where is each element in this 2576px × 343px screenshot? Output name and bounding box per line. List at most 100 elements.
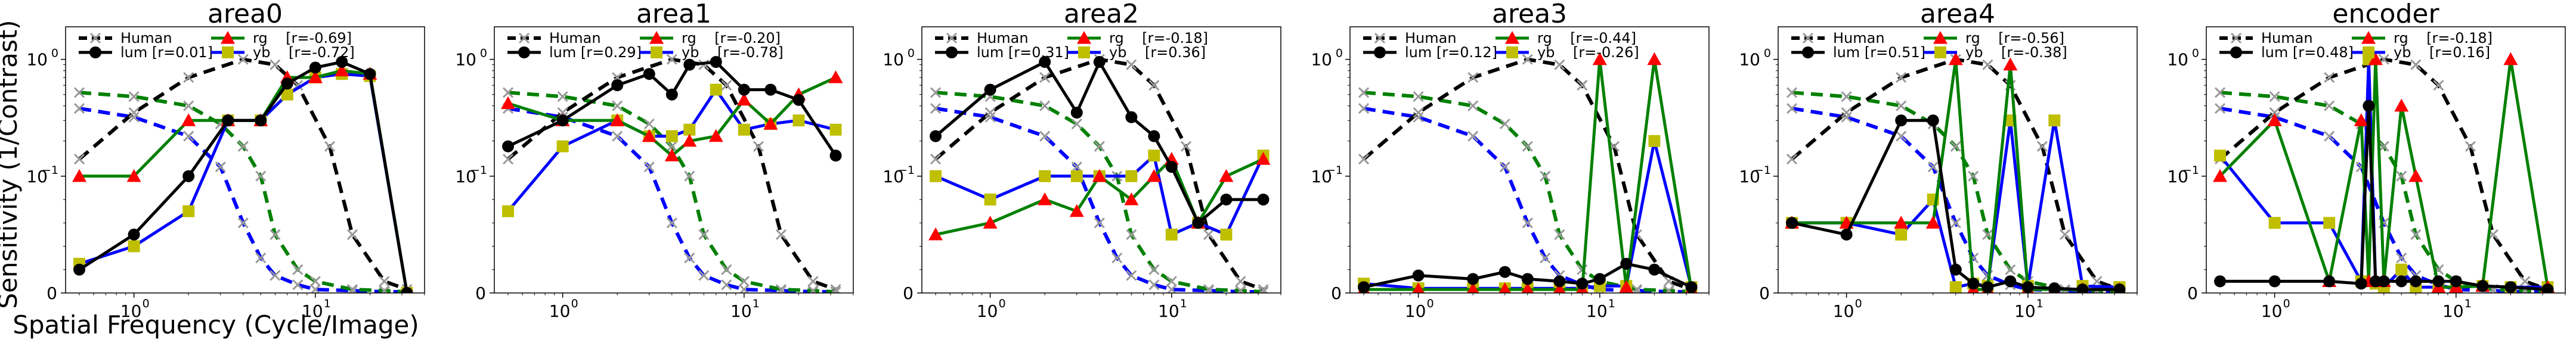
data-point-lum bbox=[502, 140, 515, 152]
data-point-Human bbox=[1358, 154, 1370, 165]
data-point-human_rg bbox=[502, 87, 514, 98]
series-line-human_rg bbox=[1363, 91, 1692, 293]
x-tick-exponent: 0 bbox=[1855, 297, 1862, 310]
data-point-rg bbox=[1256, 152, 1271, 165]
legend-marker bbox=[518, 46, 530, 58]
data-point-yb bbox=[829, 123, 842, 136]
data-point-Human bbox=[379, 276, 390, 287]
data-point-lum bbox=[281, 77, 293, 90]
data-point-human_rg bbox=[612, 100, 623, 111]
data-point-Human bbox=[2036, 141, 2048, 152]
data-point-rg bbox=[335, 63, 349, 77]
legend-label: lum [r=0.48] bbox=[2261, 44, 2354, 61]
legend-marker bbox=[2230, 32, 2242, 44]
series-line-Human bbox=[1363, 57, 1692, 291]
data-point-yb bbox=[2048, 114, 2061, 127]
data-point-human_rg bbox=[1094, 141, 1105, 152]
data-point-rg bbox=[2368, 52, 2383, 66]
series-line-Human bbox=[507, 57, 837, 291]
x-tick-label: 10 bbox=[1158, 301, 1179, 321]
data-point-human_rg bbox=[1166, 276, 1177, 287]
legend-marker bbox=[651, 46, 662, 58]
data-point-human_rg bbox=[1968, 170, 1979, 182]
data-point-lum bbox=[309, 61, 321, 74]
data-point-human_yb bbox=[270, 270, 281, 281]
series-line-human_yb bbox=[507, 107, 836, 293]
series-line-lum bbox=[78, 60, 408, 293]
data-point-human_rg bbox=[379, 285, 390, 293]
data-point-lum bbox=[128, 228, 140, 241]
data-point-rg bbox=[1925, 216, 1940, 229]
data-point-lum bbox=[1927, 114, 1939, 127]
data-point-human_rg bbox=[1786, 87, 1798, 98]
data-point-lum bbox=[1498, 266, 1511, 278]
data-point-human_rg bbox=[1499, 119, 1510, 130]
data-point-lum bbox=[2363, 99, 2375, 112]
data-point-lum bbox=[1039, 56, 1051, 68]
legend-marker bbox=[1933, 31, 1948, 44]
x-tick-exponent: 1 bbox=[324, 297, 331, 310]
data-point-Human bbox=[666, 54, 677, 65]
data-point-lum bbox=[1165, 161, 1178, 173]
y-tick-label: 10 bbox=[2167, 167, 2188, 186]
data-point-human_rg bbox=[1126, 229, 1137, 240]
data-point-human_rg bbox=[270, 229, 281, 240]
data-point-lum bbox=[1257, 194, 1270, 206]
data-point-human_rg bbox=[1467, 100, 1479, 111]
data-point-rg bbox=[1412, 282, 1425, 293]
data-point-rg bbox=[1467, 282, 1479, 293]
legend-label: lum [r=0.51] bbox=[1833, 44, 1925, 61]
series-group bbox=[72, 54, 413, 293]
data-point-yb bbox=[930, 170, 942, 182]
data-point-Human bbox=[1982, 59, 1993, 70]
data-point-lum bbox=[792, 93, 805, 106]
data-point-human_rg bbox=[1522, 141, 1533, 152]
legend-label: yb [r=-0.72] bbox=[253, 44, 355, 61]
data-point-Human bbox=[1235, 276, 1246, 287]
legend-label: Human bbox=[1405, 30, 1457, 46]
data-point-lum bbox=[1981, 281, 1994, 293]
y-tick-label: 10 bbox=[1311, 167, 1332, 186]
data-point-lum bbox=[1125, 111, 1138, 123]
data-point-human_yb bbox=[1522, 217, 1533, 229]
legend-label: rg [r=-0.18] bbox=[1109, 30, 1208, 46]
data-point-lum bbox=[73, 263, 86, 276]
data-point-rg bbox=[736, 92, 751, 106]
data-point-human_rg bbox=[128, 91, 140, 102]
y-tick-exponent: 0 bbox=[2192, 47, 2199, 60]
y-tick-exponent: −1 bbox=[470, 164, 487, 177]
data-point-Human bbox=[930, 154, 942, 165]
data-point-human_yb bbox=[1927, 161, 1939, 173]
legend-marker bbox=[89, 32, 101, 44]
legend-marker bbox=[1374, 32, 1386, 44]
data-point-yb bbox=[1895, 228, 1908, 241]
data-point-human_yb bbox=[721, 279, 732, 291]
y-tick-exponent: −1 bbox=[42, 164, 58, 177]
y-tick-label: 10 bbox=[455, 167, 476, 186]
data-point-yb bbox=[1949, 281, 1962, 293]
legend-marker bbox=[649, 31, 664, 44]
y-tick-exponent: −1 bbox=[898, 164, 915, 177]
data-point-lum bbox=[1949, 263, 1962, 276]
x-tick-exponent: 0 bbox=[571, 297, 578, 310]
data-point-lum bbox=[683, 58, 696, 71]
legend-marker bbox=[946, 46, 958, 58]
y-tick-label: 0 bbox=[2187, 283, 2198, 303]
y-tick-label: 10 bbox=[883, 167, 904, 186]
data-point-rg bbox=[1038, 192, 1052, 205]
data-point-human_rg bbox=[1554, 229, 1565, 240]
data-point-human_rg bbox=[721, 264, 732, 275]
y-tick-exponent: 0 bbox=[480, 47, 487, 60]
data-point-yb bbox=[1070, 170, 1083, 182]
series-line-human_yb bbox=[79, 107, 407, 293]
x-tick-label: 10 bbox=[977, 301, 998, 321]
legend-label: yb [r=-0.78] bbox=[682, 44, 784, 61]
data-point-lum bbox=[1412, 269, 1425, 282]
data-point-rg bbox=[642, 129, 657, 142]
data-point-rg bbox=[1498, 282, 1511, 293]
data-point-yb bbox=[2395, 263, 2408, 276]
